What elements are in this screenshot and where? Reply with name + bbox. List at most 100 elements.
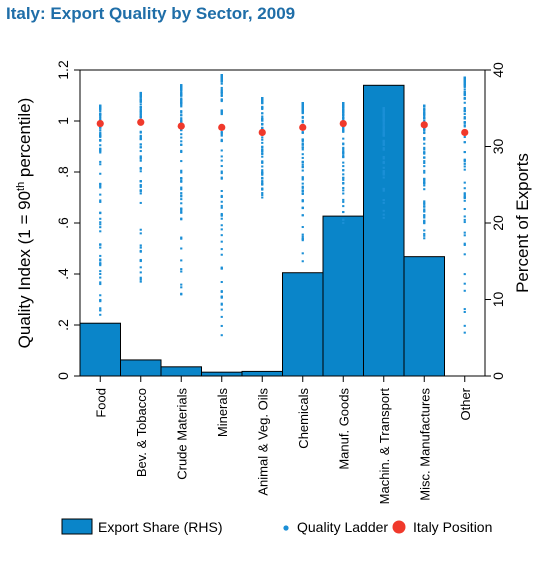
- ladder-dot: [301, 260, 304, 263]
- ladder-dot: [220, 214, 223, 217]
- bar-5: [241, 370, 283, 377]
- ladder-dot: [261, 181, 264, 184]
- ladder-dot: [423, 115, 426, 118]
- ladder-dot: [342, 130, 345, 133]
- ladder-dot: [220, 281, 223, 284]
- ladder-dot: [423, 201, 426, 204]
- ladder-dot: [342, 161, 345, 164]
- ladder-dot: [180, 114, 183, 117]
- ladder-dot: [180, 198, 183, 201]
- ladder-dot: [261, 160, 264, 163]
- ladder-dot: [220, 82, 223, 85]
- ladder-dot: [220, 133, 223, 136]
- ladder-dot: [382, 107, 385, 110]
- ladder-dot: [180, 293, 183, 296]
- ladder-dot: [139, 155, 142, 158]
- ladder-dot: [180, 268, 183, 271]
- ladder-dot: [342, 173, 345, 176]
- ladder-dot: [463, 94, 466, 97]
- ladder-dot: [180, 180, 183, 183]
- ladder-dot: [220, 296, 223, 299]
- ladder-dot: [99, 110, 102, 113]
- ladder-dot: [301, 119, 304, 122]
- ladder-dot: [342, 186, 345, 189]
- ladder-dot: [99, 246, 102, 249]
- ladder-dot: [463, 218, 466, 221]
- ladder-dot: [382, 127, 385, 130]
- bar-1: [79, 322, 121, 377]
- ladder-dot: [220, 204, 223, 207]
- ladder-dot: [423, 152, 426, 155]
- ladder-dot: [99, 230, 102, 233]
- ladder-dot: [301, 206, 304, 209]
- ladder-dot: [180, 133, 183, 136]
- ladder-dot: [180, 209, 183, 212]
- ladder-dot: [261, 180, 264, 183]
- ladder-dot: [261, 155, 264, 158]
- ladder-dot: [382, 176, 385, 179]
- ladder-dot: [301, 153, 304, 156]
- legend-swatch-bar: [61, 518, 93, 535]
- ladder-dot: [220, 155, 223, 158]
- ladder-dot: [342, 108, 345, 111]
- ladder-dot: [180, 88, 183, 91]
- ladder-dot: [99, 258, 102, 261]
- ladder-dot: [99, 212, 102, 215]
- quality-ladder-6: [301, 102, 304, 263]
- ladder-dot: [423, 107, 426, 110]
- ladder-dot: [139, 201, 142, 204]
- ladder-dot: [301, 109, 304, 112]
- ladder-dot: [220, 253, 223, 256]
- chart-title: Italy: Export Quality by Sector, 2009: [6, 4, 296, 23]
- ladder-dot: [382, 201, 385, 204]
- ladder-dot: [99, 217, 102, 220]
- ladder-dot: [220, 131, 223, 134]
- ladder-dot: [301, 178, 304, 181]
- ladder-dot: [139, 94, 142, 97]
- ladder-dot: [463, 101, 466, 104]
- ladder-dot: [382, 111, 385, 114]
- ladder-dot: [99, 182, 102, 185]
- ladder-dot: [261, 187, 264, 190]
- ladder-dot: [301, 102, 304, 105]
- ladder-dot: [180, 118, 183, 121]
- ladder-dot: [342, 198, 345, 201]
- ladder-dot: [301, 214, 304, 217]
- ladder-dot: [261, 119, 264, 122]
- ladder-dot: [423, 208, 426, 211]
- ladder-dot: [220, 234, 223, 237]
- ladder-dot: [220, 149, 223, 152]
- ladder-dot: [463, 231, 466, 234]
- ladder-dot: [382, 122, 385, 125]
- quality-ladder-8: [382, 107, 385, 219]
- ladder-dot: [423, 156, 426, 159]
- ladder-dot: [463, 162, 466, 165]
- category-label: Bev. & Tobacco: [134, 388, 149, 477]
- ladder-dot: [423, 203, 426, 206]
- ladder-dot: [463, 253, 466, 256]
- ladder-dot: [463, 242, 466, 245]
- ladder-dot: [261, 150, 264, 153]
- ladder-dot: [220, 91, 223, 94]
- ladder-dot: [423, 178, 426, 181]
- italy-point-9: [420, 121, 428, 129]
- ladder-dot: [301, 226, 304, 229]
- ladder-dot: [423, 165, 426, 168]
- bar-6: [282, 272, 324, 377]
- ladder-dot: [342, 165, 345, 168]
- ladder-dot: [463, 151, 466, 154]
- ladder-dot: [99, 132, 102, 135]
- ladder-dot: [423, 234, 426, 237]
- ladder-dot: [382, 131, 385, 134]
- ladder-dot: [261, 148, 264, 151]
- ladder-dot: [301, 140, 304, 143]
- ladder-dot: [423, 160, 426, 163]
- ladder-dot: [463, 109, 466, 112]
- ladder-dot: [301, 146, 304, 149]
- ladder-dot: [220, 290, 223, 293]
- italy-point-7: [339, 119, 347, 128]
- right-tick-label: 20: [490, 215, 506, 231]
- ladder-dot: [463, 243, 466, 246]
- ladder-dot: [220, 86, 223, 89]
